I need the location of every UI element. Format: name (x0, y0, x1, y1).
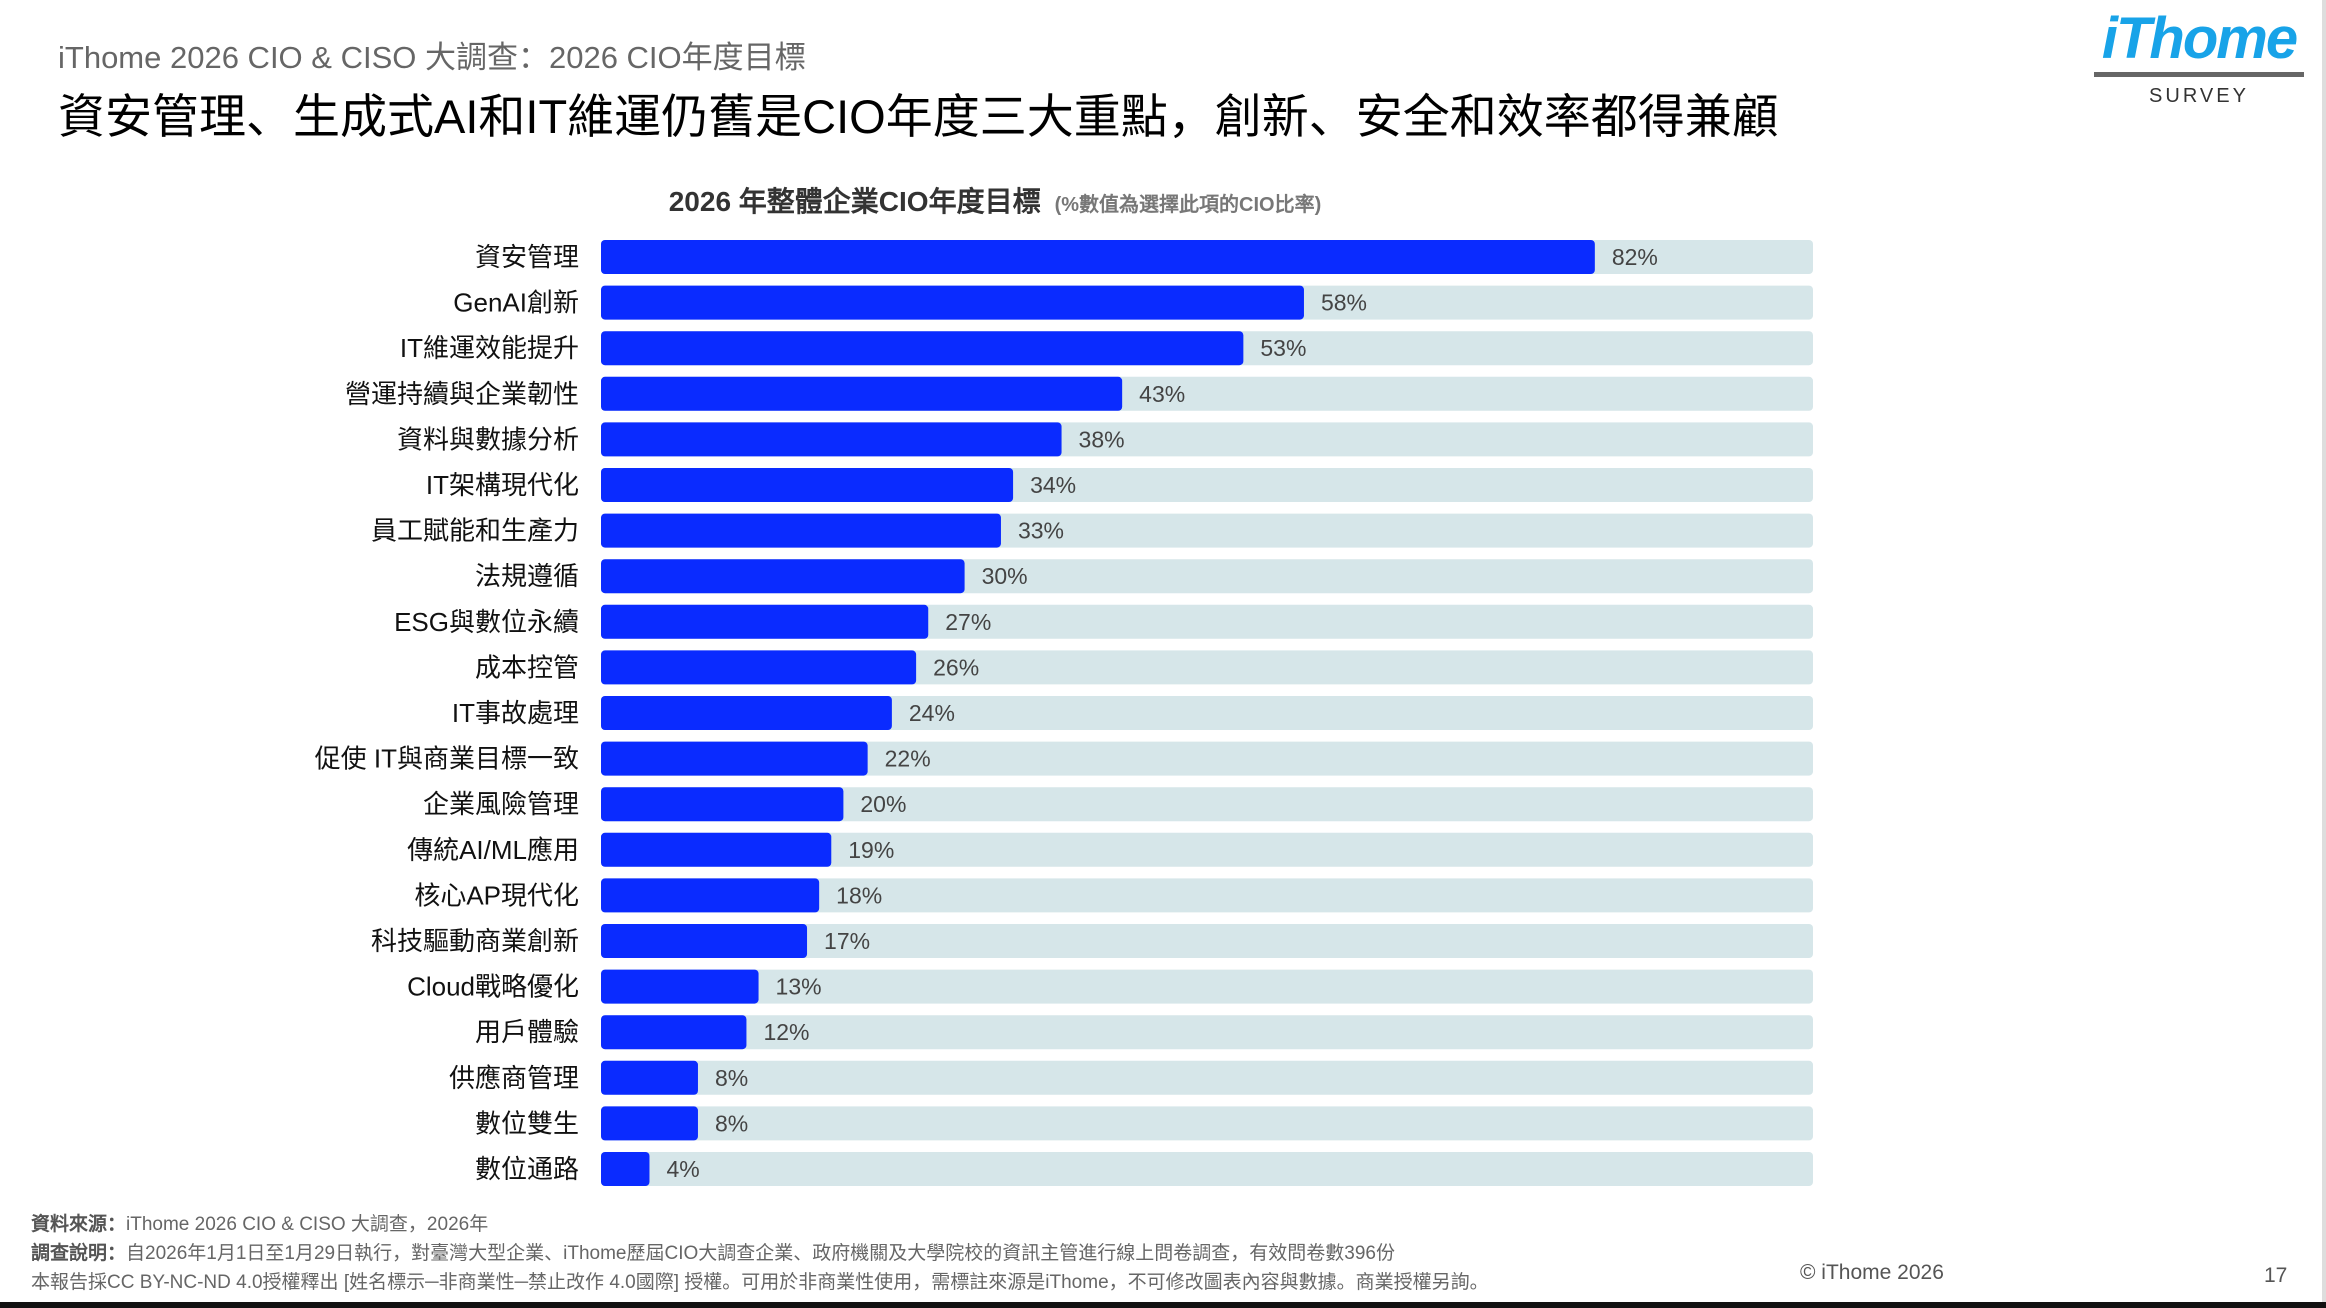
bar (601, 1106, 698, 1141)
category-label: 傳統AI/ML應用 (407, 835, 579, 865)
chart-title: 2026 年整體企業CIO年度目標 (668, 186, 1041, 217)
category-label: 資料與數據分析 (397, 424, 579, 454)
bar (601, 832, 832, 867)
bottom-bar (0, 1302, 2326, 1308)
footer-license: 本報告採CC BY-NC-ND 4.0授權釋出 [姓名標示─非商業性─禁止改作 … (31, 1272, 1489, 1293)
slide-edge (2322, 0, 2326, 1308)
category-label: 員工賦能和生產力 (371, 516, 579, 546)
ithome-survey-logo: iThome SURVEY (2094, 8, 2304, 108)
value-label: 22% (885, 746, 931, 772)
logo-mark: iThome (2101, 6, 2298, 71)
category-label: IT維運效能提升 (400, 333, 579, 363)
bar (601, 787, 844, 822)
value-label: 12% (763, 1019, 809, 1045)
bar (601, 741, 868, 776)
value-label: 20% (860, 791, 906, 817)
value-label: 38% (1079, 426, 1125, 452)
value-label: 19% (848, 837, 894, 863)
bar (601, 285, 1304, 320)
bar-track (601, 696, 1813, 730)
bar (601, 240, 1595, 274)
category-label: 供應商管理 (449, 1063, 579, 1093)
page-number: 17 (2264, 1264, 2288, 1287)
chart-note: (%數值為選擇此項的CIO比率) (1054, 194, 1322, 216)
copyright: © iThome 2026 (1800, 1261, 1944, 1284)
footer-method: 調查說明：自2026年1月1日至1月29日執行，對臺灣大型企業、iThome歷屆… (31, 1238, 1395, 1265)
bar (601, 1152, 650, 1186)
logo-rule (2094, 72, 2304, 77)
category-label: IT事故處理 (452, 698, 579, 728)
bar-track (601, 969, 1813, 1004)
report-subtitle: iThome 2026 CIO & CISO 大調查：2026 CIO年度目標 (58, 40, 806, 75)
method-text: 自2026年1月1日至1月29日執行，對臺灣大型企業、iThome歷屆CIO大調… (126, 1243, 1395, 1264)
value-label: 53% (1260, 335, 1306, 361)
bar (601, 331, 1244, 366)
value-label: 33% (1018, 518, 1064, 544)
source-text: iThome 2026 CIO & CISO 大調查，2026年 (126, 1214, 489, 1235)
bar-track (601, 1015, 1813, 1050)
bar (601, 468, 1014, 502)
bar-track (601, 1060, 1813, 1095)
bar (601, 604, 929, 639)
method-label: 調查說明： (31, 1243, 127, 1264)
bar (601, 422, 1062, 457)
bar (601, 513, 1001, 548)
source-label: 資料來源： (31, 1214, 127, 1235)
category-label: 營運持續與企業韌性 (345, 379, 579, 409)
category-label: IT架構現代化 (426, 470, 579, 500)
category-label: 企業風險管理 (423, 789, 579, 819)
value-label: 30% (982, 563, 1028, 589)
bar (601, 878, 820, 913)
category-label: 核心AP現代化 (414, 880, 579, 910)
category-label: Cloud戰略優化 (407, 972, 579, 1002)
bar (601, 1060, 698, 1095)
category-label: 科技驅動商業創新 (371, 926, 579, 956)
category-label: GenAI創新 (453, 288, 579, 318)
bar (601, 559, 965, 594)
value-label: 8% (715, 1065, 748, 1091)
bar-track (601, 1152, 1813, 1186)
logo-subtitle: SURVEY (2149, 85, 2249, 107)
bar-track (601, 878, 1813, 913)
footer-source: 資料來源：iThome 2026 CIO & CISO 大調查，2026年 (31, 1209, 488, 1236)
bar-track (601, 832, 1813, 867)
bar-track (601, 741, 1813, 776)
category-label: 促使 IT與商業目標一致 (315, 744, 579, 774)
bar (601, 696, 892, 730)
category-label: ESG與數位永續 (394, 607, 579, 637)
value-label: 26% (933, 654, 979, 680)
bar (601, 376, 1123, 411)
bar (601, 650, 917, 685)
value-label: 4% (666, 1156, 699, 1182)
bar-track (601, 787, 1813, 822)
bar (601, 969, 759, 1004)
category-label: 數位雙生 (475, 1108, 579, 1138)
bar (601, 1015, 747, 1050)
category-label: 用戶體驗 (475, 1017, 579, 1047)
bar-track (601, 1106, 1813, 1141)
value-label: 24% (909, 700, 955, 726)
value-label: 17% (824, 928, 870, 954)
value-label: 43% (1139, 381, 1185, 407)
bar-track (601, 924, 1813, 958)
category-label: 數位通路 (475, 1154, 579, 1184)
value-label: 58% (1321, 290, 1367, 316)
value-label: 34% (1030, 472, 1076, 498)
value-label: 13% (776, 974, 822, 1000)
category-label: 資安管理 (475, 242, 579, 272)
chart-title-block: 2026 年整體企業CIO年度目標 (%數值為選擇此項的CIO比率) (0, 180, 1990, 220)
value-label: 8% (715, 1110, 748, 1136)
slide-title: 資安管理、生成式AI和IT維運仍舊是CIO年度三大重點，創新、安全和效率都得兼顧 (58, 90, 1779, 143)
value-label: 27% (945, 609, 991, 635)
category-label: 法規遵循 (475, 561, 579, 591)
value-label: 18% (836, 882, 882, 908)
category-label: 成本控管 (475, 652, 579, 682)
bar (601, 924, 808, 958)
value-label: 82% (1612, 244, 1658, 270)
